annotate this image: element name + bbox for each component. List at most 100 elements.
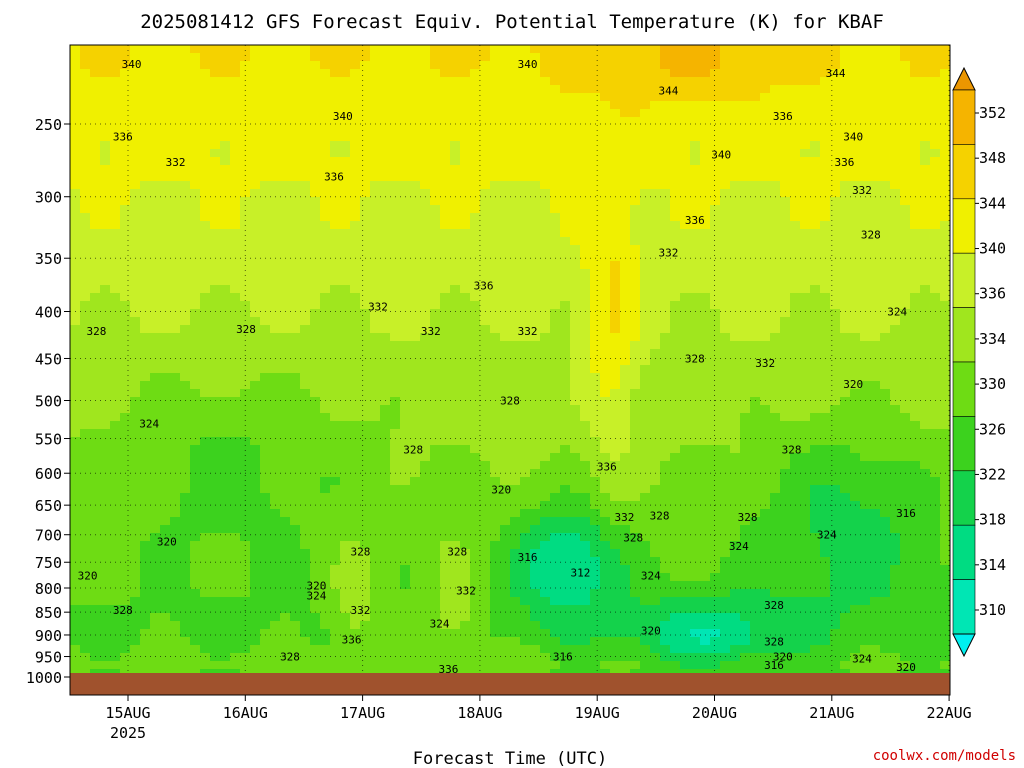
colorbar-segment xyxy=(952,416,976,472)
contour-label: 336 xyxy=(324,170,344,183)
contour-label: 324 xyxy=(139,418,159,431)
contour-label: 328 xyxy=(403,443,423,456)
contour-label: 328 xyxy=(447,545,467,558)
colorbar-label: 348 xyxy=(979,149,1006,167)
contour-label: 340 xyxy=(843,131,863,144)
contour-label: 320 xyxy=(843,378,863,391)
contour-label: 320 xyxy=(78,569,98,582)
colorbar-label: 344 xyxy=(979,194,1006,212)
colorbar-label: 352 xyxy=(979,104,1006,122)
contour-label: 324 xyxy=(306,589,326,602)
colorbar-segment xyxy=(952,307,976,363)
y-tick-label: 700 xyxy=(35,527,62,545)
credit-link[interactable]: coolwx.com/models xyxy=(873,748,1016,764)
x-tick-label: 22AUG xyxy=(927,704,972,722)
colorbar-segment xyxy=(952,524,976,580)
colorbar-label: 314 xyxy=(979,556,1006,574)
contour-label: 328 xyxy=(236,323,256,336)
contour-label: 336 xyxy=(474,280,494,293)
x-tick-label: 15AUG xyxy=(105,704,150,722)
colorbar-label: 310 xyxy=(979,601,1006,619)
plot-area xyxy=(70,45,950,695)
contour-label: 316 xyxy=(896,507,916,520)
y-axis: 250 300 350 400 450 500 550 600 650 700 750 800 850 9… xyxy=(26,116,70,687)
colorbar-label: 322 xyxy=(979,465,1006,483)
contour-label: 340 xyxy=(518,58,538,71)
contour-label: 336 xyxy=(834,156,854,169)
contour-label: 332 xyxy=(368,300,388,313)
contour-label: 324 xyxy=(852,653,872,666)
contour-label: 332 xyxy=(755,357,775,370)
y-tick-label: 850 xyxy=(35,604,62,622)
contour-label: 332 xyxy=(350,604,370,617)
contour-label: 324 xyxy=(817,529,837,542)
colorbar-label: 318 xyxy=(979,511,1006,529)
contour-label: 328 xyxy=(500,395,520,408)
contour-label: 328 xyxy=(764,636,784,649)
x-tick-label: 18AUG xyxy=(457,704,502,722)
contour-label: 328 xyxy=(113,604,133,617)
y-tick-label: 900 xyxy=(35,627,62,645)
colorbar-label: 336 xyxy=(979,285,1006,303)
contour-label: 320 xyxy=(157,536,177,549)
y-tick-label: 250 xyxy=(35,116,62,134)
y-tick-label: 500 xyxy=(35,393,62,411)
colorbar: 352 348 344 340 336 334 330 326 322 318 314 310 xyxy=(952,66,1006,658)
contour-label: 324 xyxy=(887,305,907,318)
contour-label: 328 xyxy=(782,443,802,456)
colorbar-label: 330 xyxy=(979,375,1006,393)
contour-label: 328 xyxy=(685,352,705,365)
contour-label: 332 xyxy=(614,511,634,524)
contour-label: 324 xyxy=(430,618,450,631)
x-axis-label: Forecast Time (UTC) xyxy=(413,749,607,768)
contour-label: 344 xyxy=(658,85,678,98)
x-tick-label: 17AUG xyxy=(340,704,385,722)
y-tick-label: 600 xyxy=(35,465,62,483)
contour-label: 328 xyxy=(738,511,758,524)
contour-label: 320 xyxy=(641,625,661,638)
contour-label: 336 xyxy=(773,110,793,123)
colorbar-label: 340 xyxy=(979,240,1006,258)
contour-label: 328 xyxy=(86,325,106,338)
contour-label: 332 xyxy=(518,325,538,338)
y-tick-label: 800 xyxy=(35,580,62,598)
colorbar-segment xyxy=(952,89,976,145)
contour-label: 316 xyxy=(764,659,784,672)
colorbar-segment xyxy=(952,252,976,308)
contour-label: 324 xyxy=(729,540,749,553)
y-tick-label: 400 xyxy=(35,303,62,321)
plot-frame xyxy=(69,44,951,696)
x-axis: 15AUG 16AUG 17AUG 18AUG 19AUG 20AUG 21AUG 22AUG… xyxy=(105,695,972,742)
colorbar-segment xyxy=(952,361,976,417)
contour-label: 336 xyxy=(597,461,617,474)
contour-label: 336 xyxy=(438,663,458,676)
x-tick-label: 21AUG xyxy=(809,704,854,722)
contour-label: 324 xyxy=(641,569,661,582)
contour-label: 328 xyxy=(650,509,670,522)
colorbar-label: 326 xyxy=(979,420,1006,438)
y-tick-label: 450 xyxy=(35,350,62,368)
y-tick-label: 1000 xyxy=(26,669,62,687)
contour-label: 328 xyxy=(861,229,881,242)
contour-label: 320 xyxy=(773,651,793,664)
contour-label: 336 xyxy=(685,214,705,227)
contour-labels: 340 336 332 340 336 340 344 344 336 340 340 336 332 3… xyxy=(78,58,916,676)
contour-label: 328 xyxy=(350,545,370,558)
contour-label: 328 xyxy=(280,651,300,664)
contour-label: 328 xyxy=(623,532,643,545)
contour-label: 336 xyxy=(342,633,362,646)
y-tick-label: 550 xyxy=(35,431,62,449)
x-tick-year: 2025 xyxy=(110,724,146,742)
colorbar-segment xyxy=(952,144,976,200)
colorbar-max-arrow xyxy=(952,66,976,91)
x-tick-label: 20AUG xyxy=(692,704,737,722)
contour-label: 312 xyxy=(570,567,590,580)
contour-label: 332 xyxy=(456,584,476,597)
contour-label: 316 xyxy=(553,651,573,664)
contour-label: 332 xyxy=(166,156,186,169)
contour-label: 332 xyxy=(421,325,441,338)
contour-label: 340 xyxy=(333,110,353,123)
y-tick-label: 350 xyxy=(35,250,62,268)
x-tick-label: 19AUG xyxy=(575,704,620,722)
contour-label: 320 xyxy=(306,579,326,592)
